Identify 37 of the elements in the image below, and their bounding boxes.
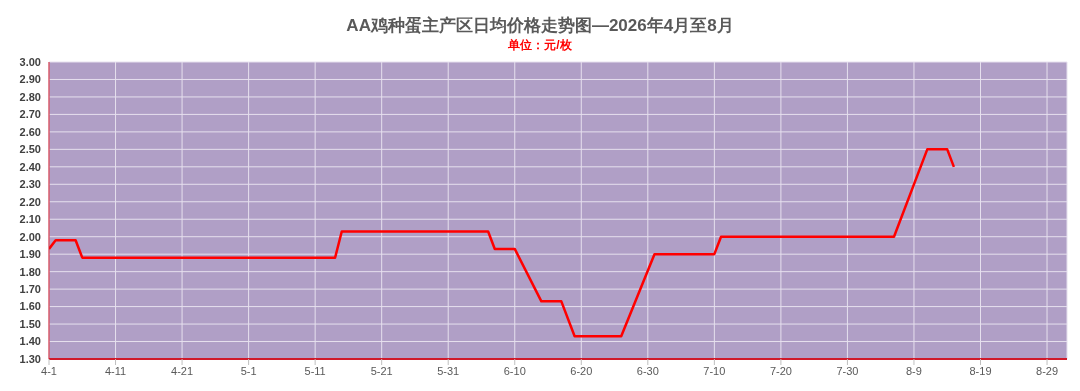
y-tick-label: 2.70	[19, 108, 41, 121]
x-tick-label: 7-30	[836, 364, 859, 377]
x-tick-label: 8-19	[969, 364, 992, 377]
x-tick-label: 5-1	[240, 364, 257, 377]
y-tick-label: 2.10	[19, 213, 41, 226]
y-tick-label: 2.20	[19, 195, 41, 208]
x-tick-label: 8-29	[1036, 364, 1059, 377]
x-tick-label: 7-20	[769, 364, 792, 377]
y-tick-label: 1.70	[19, 283, 41, 296]
y-tick-label: 3.00	[19, 55, 41, 68]
x-tick-label: 4-21	[171, 364, 194, 377]
x-tick-label: 6-20	[570, 364, 593, 377]
x-tick-label: 6-10	[503, 364, 526, 377]
x-tick-label: 5-11	[304, 364, 326, 377]
x-tick-label: 7-10	[703, 364, 726, 377]
y-tick-label: 1.50	[19, 317, 41, 330]
x-tick-label: 6-30	[636, 364, 659, 377]
x-tick-label: 5-31	[437, 364, 460, 377]
x-tick-label: 5-21	[370, 364, 393, 377]
y-tick-label: 1.40	[19, 335, 41, 348]
y-tick-label: 2.30	[19, 178, 41, 191]
chart-title: AA鸡种蛋主产区日均价格走势图—2026年4月至8月	[345, 15, 735, 37]
y-tick-label: 2.00	[19, 230, 41, 243]
y-tick-label: 1.90	[19, 248, 41, 261]
y-tick-label: 2.60	[19, 125, 41, 138]
x-tick-label: 4-1	[41, 364, 57, 377]
y-tick-label: 1.80	[19, 265, 41, 278]
y-tick-label: 2.50	[19, 143, 41, 156]
y-tick-label: 1.60	[19, 300, 41, 313]
line-series	[49, 148, 956, 338]
y-tick-label: 1.30	[19, 352, 41, 365]
x-tick-label: 4-11	[104, 364, 127, 377]
chart-subtitle: 单位：元/枚	[507, 37, 573, 54]
y-tick-label: 2.80	[19, 90, 41, 103]
x-tick-label: 8-9	[906, 364, 922, 377]
y-tick-label: 2.90	[19, 73, 41, 86]
y-tick-label: 2.40	[19, 160, 41, 173]
